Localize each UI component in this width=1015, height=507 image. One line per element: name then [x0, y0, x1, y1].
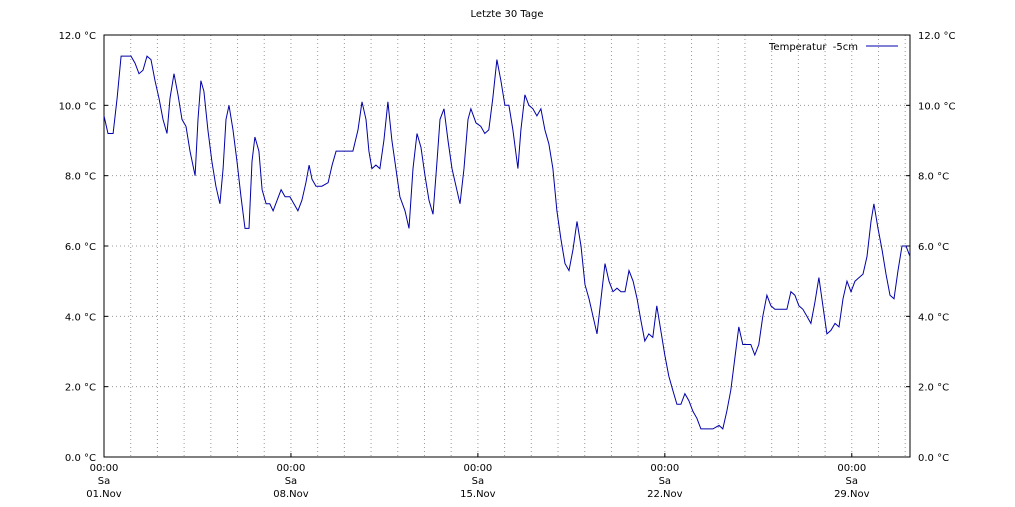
- y2-tick-label: 10.0 °C: [918, 101, 955, 112]
- y-tick-label: 8.0 °C: [65, 172, 96, 183]
- y-tick-label: 0.0 °C: [65, 453, 96, 464]
- y2-tick-label: 0.0 °C: [918, 453, 949, 464]
- x-tick-label: 00:00 Sa 29.Nov: [834, 463, 870, 500]
- y2-tick-label: 12.0 °C: [918, 31, 955, 42]
- series-line: [103, 55, 911, 430]
- y2-tick-label: 8.0 °C: [918, 172, 949, 183]
- x-tick-label: 00:00 Sa 15.Nov: [460, 463, 496, 500]
- x-tick-label: 00:00 Sa 08.Nov: [273, 463, 309, 500]
- y-tick-label: 6.0 °C: [65, 242, 96, 253]
- x-tick-label: 00:00 Sa 01.Nov: [86, 463, 122, 500]
- y2-tick-label: 2.0 °C: [918, 383, 949, 394]
- y-tick-label: 4.0 °C: [65, 312, 96, 323]
- y-tick-label: 12.0 °C: [59, 31, 96, 42]
- x-tick-label: 00:00 Sa 22.Nov: [647, 463, 683, 500]
- y-tick-label: 2.0 °C: [65, 383, 96, 394]
- y-tick-label: 10.0 °C: [59, 101, 96, 112]
- y2-tick-label: 4.0 °C: [918, 312, 949, 323]
- legend-label: Temperatur -5cm: [768, 42, 858, 53]
- chart-title: Letzte 30 Tage: [471, 9, 544, 20]
- plot-frame: [103, 34, 911, 458]
- y2-tick-label: 6.0 °C: [918, 242, 949, 253]
